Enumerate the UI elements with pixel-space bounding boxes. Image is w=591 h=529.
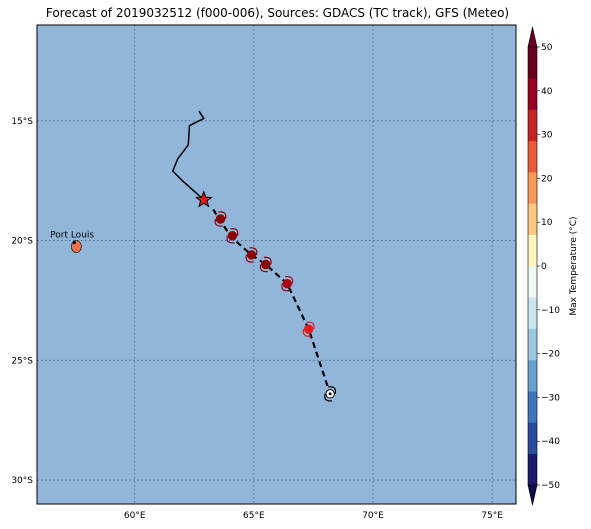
colorbar-tick-label: −10 <box>541 306 560 316</box>
colorbar-segment <box>528 78 537 110</box>
colorbar-tick-label: 50 <box>541 43 553 53</box>
colorbar-tick-label: 10 <box>541 218 553 228</box>
colorbar-segment <box>528 391 537 423</box>
colorbar-tick-label: −30 <box>541 393 560 403</box>
colorbar-label: Max Temperature (°C) <box>569 216 579 315</box>
lat-tick-label: 15°S <box>11 117 33 127</box>
colorbar-tick-label: −50 <box>541 481 560 491</box>
cyclone-marker-icon <box>214 211 227 227</box>
colorbar-segment <box>528 328 537 361</box>
place-label-port-louis: Port Louis <box>50 230 94 240</box>
colorbar-tick-label: 30 <box>541 131 553 141</box>
colorbar-segment <box>528 422 537 455</box>
colorbar-segment <box>528 453 537 486</box>
colorbar-segment <box>528 172 537 204</box>
colorbar-segment <box>528 234 537 267</box>
observed-track-line <box>171 110 205 201</box>
colorbar-tick-label: −20 <box>541 350 560 360</box>
cyclone-marker-icon <box>302 321 315 337</box>
colorbar-min-arrow <box>527 484 538 506</box>
colorbar-segment <box>528 266 537 298</box>
colorbar-segment <box>528 297 537 329</box>
lat-tick-label: 25°S <box>11 356 33 366</box>
lon-tick-label: 70°E <box>362 511 384 521</box>
lon-tick-label: 60°E <box>124 511 146 521</box>
cyclone-marker-icon <box>245 247 258 263</box>
cyclone-marker-icon <box>324 386 337 402</box>
colorbar-segment <box>528 140 537 173</box>
colorbar-max-arrow <box>527 26 538 48</box>
colorbar-segment <box>528 109 537 142</box>
lat-tick-label: 20°S <box>11 237 33 247</box>
cyclone-marker-icon <box>281 275 294 292</box>
current-position-star-icon <box>194 190 213 208</box>
lat-tick-label: 30°S <box>11 476 33 486</box>
ocean-area <box>37 25 516 504</box>
forecast-track-line <box>212 208 332 395</box>
longitude-tick-labels: 60°E 65°E 70°E 75°E <box>124 511 503 521</box>
colorbar-tick-label: −40 <box>541 437 560 447</box>
mauritius-island <box>71 240 82 253</box>
cyclone-marker-icon <box>259 256 272 273</box>
port-louis-dot <box>72 240 76 245</box>
lon-tick-label: 75°E <box>481 511 503 521</box>
colorbar-tick-label: 20 <box>541 174 553 184</box>
map-frame <box>36 24 517 505</box>
colorbar-tick-labels: 50 40 30 20 10 0 −10 −20 −30 −40 −50 <box>537 43 560 491</box>
latitude-tick-labels: 15°S 20°S 25°S 30°S <box>11 117 33 486</box>
colorbar-segment <box>528 359 537 392</box>
colorbar-segment <box>528 203 537 236</box>
chart-title: Forecast of 2019032512 (f000-006), Sourc… <box>45 6 510 20</box>
colorbar <box>527 26 538 506</box>
lon-tick-label: 65°E <box>243 511 265 521</box>
colorbar-tick-label: 0 <box>541 262 547 272</box>
colorbar-segment <box>528 47 537 79</box>
colorbar-tick-label: 40 <box>541 87 553 97</box>
cyclone-marker-icon <box>226 228 239 244</box>
forecast-markers <box>214 211 337 402</box>
